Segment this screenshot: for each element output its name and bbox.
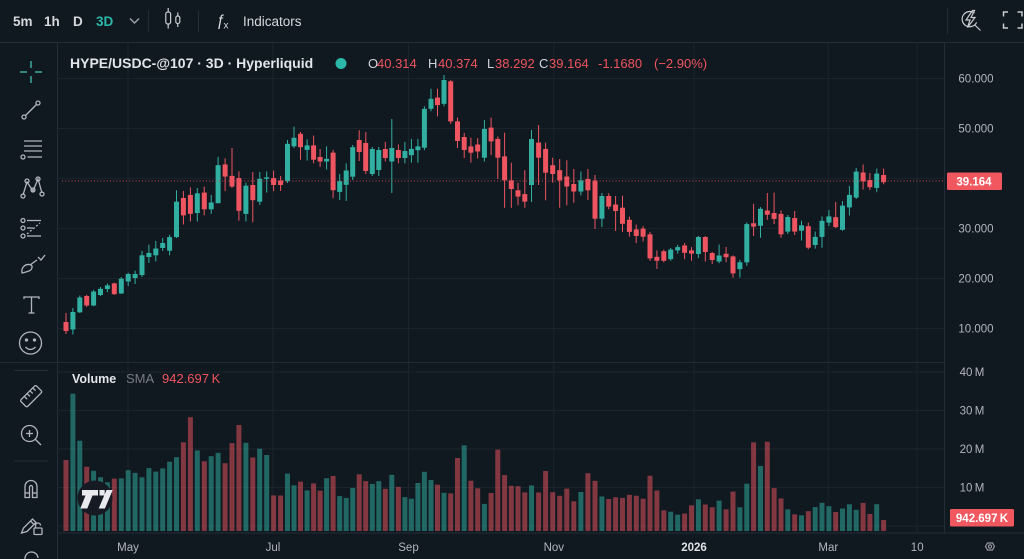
svg-text:40 M: 40 M [960,367,985,379]
svg-text:May: May [117,542,139,554]
svg-text:Nov: Nov [544,542,565,554]
svg-text:O: O [368,56,378,71]
svg-text:SMA: SMA [126,371,155,386]
svg-text:30.000: 30.000 [958,224,993,236]
svg-text:5m: 5m [13,14,33,29]
svg-text:942.697 K: 942.697 K [162,371,221,386]
svg-text:Indicators: Indicators [243,14,302,29]
svg-text:2026: 2026 [681,542,707,554]
svg-text:Mar: Mar [818,542,838,554]
svg-text:(−2.90%): (−2.90%) [654,56,707,71]
svg-text:HYPE/USDC-@107 · 3D · Hyperliq: HYPE/USDC-@107 · 3D · Hyperliquid [70,55,313,71]
svg-text:40.314: 40.314 [377,56,417,71]
svg-text:1h: 1h [44,14,60,29]
svg-text:Volume: Volume [72,372,116,386]
svg-text:39.164: 39.164 [956,177,992,189]
svg-text:60.000: 60.000 [958,74,993,86]
svg-text:40.374: 40.374 [438,56,478,71]
svg-text:10 M: 10 M [960,483,985,495]
svg-text:x: x [224,21,229,32]
svg-text:38.292: 38.292 [495,56,535,71]
svg-text:ƒ: ƒ [216,13,225,30]
svg-text:20.000: 20.000 [958,274,993,286]
svg-text:-1.1680: -1.1680 [598,56,642,71]
svg-text:Jul: Jul [266,542,281,554]
svg-text:50.000: 50.000 [958,124,993,136]
svg-text:10.000: 10.000 [958,324,993,336]
svg-text:H: H [428,56,437,71]
svg-text:30 M: 30 M [960,406,985,418]
svg-text:39.164: 39.164 [549,56,589,71]
svg-text:D: D [73,14,83,29]
svg-text:Sep: Sep [398,542,418,554]
svg-text:942.697 K: 942.697 K [956,513,1009,525]
svg-text:C: C [539,56,548,71]
svg-text:10: 10 [911,542,924,554]
svg-text:20 M: 20 M [960,444,985,456]
svg-text:3D: 3D [96,14,114,29]
svg-text:L: L [487,56,494,71]
